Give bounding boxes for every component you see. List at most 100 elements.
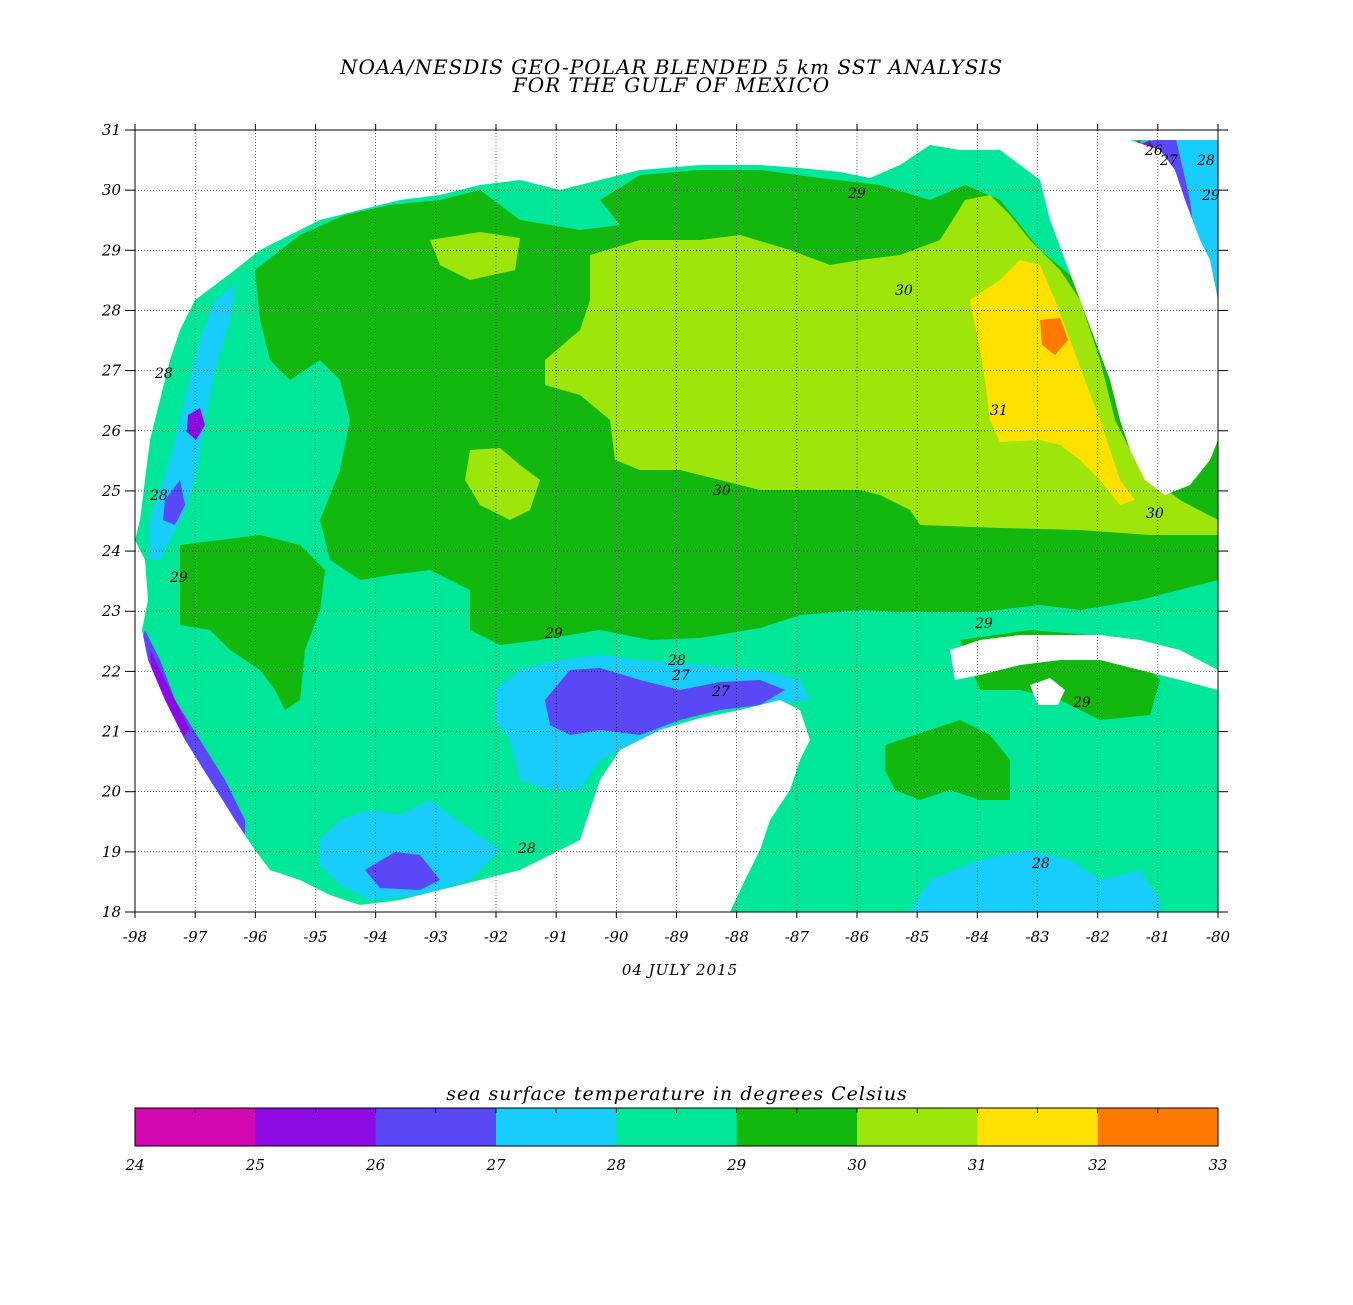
lon-tick-label: -92	[484, 928, 508, 946]
colorbar-label: 32	[1088, 1156, 1107, 1174]
lat-tick-label: 30	[102, 181, 122, 199]
map-title: NOAA/NESDIS GEO-POLAR BLENDED 5 km SST A…	[0, 55, 1343, 97]
lat-tick-label: 24	[101, 542, 121, 560]
lon-tick-label: -85	[905, 928, 929, 946]
sst-band-31-32	[970, 260, 1135, 505]
lon-tick-label: -80	[1206, 928, 1231, 946]
colorbar-labels: 24 25 26 27 28 29 30 31 32 33	[124, 1156, 1227, 1174]
sst-blob-west-29-30	[180, 535, 325, 710]
contour-label: 28	[667, 653, 686, 669]
colorbar-swatch	[1097, 1108, 1219, 1146]
contour-label: 29	[169, 570, 188, 586]
sst-patch-32-33	[1040, 318, 1068, 355]
contour-label: 29	[1201, 188, 1220, 204]
sst-band-30-31	[545, 195, 1218, 535]
lat-tick-label: 21	[101, 723, 121, 741]
colorbar-label: 26	[365, 1156, 386, 1174]
lon-tick-label: -94	[364, 928, 388, 946]
colorbar-label: 31	[968, 1156, 987, 1174]
contour-label: 30	[1146, 506, 1164, 522]
longitude-labels: -98 -97 -96 -95 -94 -93 -92 -91 -90 -89 -88 -87 -86 -…	[123, 928, 1231, 946]
title-line-2: FOR THE GULF OF MEXICO	[512, 73, 831, 97]
colorbar	[134, 1107, 1219, 1147]
colorbar-swatch	[255, 1108, 377, 1146]
lon-tick-label: -81	[1146, 928, 1170, 946]
lat-tick-label: 20	[101, 783, 122, 801]
lat-tick-label: 18	[102, 903, 121, 921]
lon-tick-label: -93	[424, 928, 448, 946]
contour-label: 29	[544, 626, 563, 642]
colorbar-swatch	[736, 1108, 858, 1146]
colorbar-swatch	[977, 1108, 1099, 1146]
colorbar-swatch	[496, 1108, 617, 1146]
sst-band-27-28-caribbean	[910, 850, 1160, 912]
sst-band-25-26-texas	[187, 408, 205, 440]
lat-tick-label: 26	[101, 422, 122, 440]
contour-label: 29	[1072, 695, 1091, 711]
lon-tick-label: -98	[123, 928, 147, 946]
graticule	[135, 130, 1218, 912]
colorbar-swatch	[135, 1108, 256, 1146]
sst-band-25-26-west	[150, 650, 190, 740]
contour-label: 27	[671, 668, 690, 684]
contour-label: 28	[154, 366, 173, 382]
colorbar-swatch	[375, 1108, 497, 1146]
colorbar-label: 28	[606, 1156, 626, 1174]
colorbar-label: 29	[726, 1156, 747, 1174]
lon-tick-label: -86	[845, 928, 870, 946]
contour-label: 29	[974, 616, 993, 632]
lon-tick-label: -90	[604, 928, 629, 946]
contour-label: 28	[1196, 153, 1215, 169]
contour-label: 31	[990, 403, 1008, 419]
lon-tick-label: -89	[664, 928, 689, 946]
sst-band-26-27-texas	[163, 480, 185, 525]
contour-label: 28	[1031, 856, 1050, 872]
lat-tick-label: 31	[102, 121, 121, 139]
sst-patch-central-30-31	[465, 448, 540, 520]
contour-label: 30	[895, 283, 913, 299]
colorbar-label: 27	[485, 1156, 506, 1174]
colorbar-swatch	[616, 1108, 738, 1146]
sst-band-26-27-south	[365, 852, 440, 890]
land-florida-peninsula	[1000, 140, 1218, 495]
colorbar-label: 24	[124, 1156, 144, 1174]
lon-tick-label: -91	[544, 928, 568, 946]
latitude-labels: 31 30 29 28 27 26 25 24 23 22 21 20 19 18	[101, 121, 122, 921]
title-line-1: NOAA/NESDIS GEO-POLAR BLENDED 5 km SST A…	[339, 55, 1004, 79]
lat-tick-label: 28	[101, 301, 121, 319]
colorbar-title: sea surface temperature in degrees Celsi…	[446, 1083, 908, 1105]
colorbar-label: 33	[1208, 1156, 1227, 1174]
lon-tick-label: -95	[303, 928, 327, 946]
lon-tick-label: -88	[725, 928, 749, 946]
contour-label: 27	[711, 684, 730, 700]
lon-tick-label: -83	[1025, 928, 1049, 946]
lon-tick-label: -84	[965, 928, 989, 946]
colorbar-label: 30	[847, 1156, 867, 1174]
sst-band-27-28-south	[320, 800, 500, 900]
lat-tick-label: 23	[101, 602, 121, 620]
lat-tick-label: 25	[101, 482, 121, 500]
contour-label: 30	[713, 483, 731, 499]
axis-ticks	[125, 124, 1228, 918]
lat-tick-label: 27	[101, 362, 122, 380]
lat-tick-label: 22	[101, 662, 121, 680]
lat-tick-label: 29	[101, 241, 122, 259]
sst-patch-north-30-31	[430, 232, 520, 280]
colorbar-swatch	[857, 1108, 978, 1146]
lat-tick-label: 19	[102, 843, 122, 861]
land-cuba	[950, 635, 1218, 690]
contour-labels: 29 30 31 30 30 26 27 28 29 28 28 29 29 2…	[149, 143, 1220, 872]
contour-label: 29	[847, 186, 866, 202]
land-isle-of-youth	[1030, 678, 1065, 705]
contour-label: 28	[517, 841, 536, 857]
sst-band-26-27-campeche	[545, 668, 785, 735]
land-mexico-west	[135, 540, 810, 912]
contour-label: 28	[149, 488, 168, 504]
lon-tick-label: -97	[183, 928, 208, 946]
analysis-date: 04 JULY 2015	[622, 961, 738, 979]
land-north-coast	[135, 130, 1218, 540]
contour-label: 26	[1144, 143, 1163, 159]
sst-patch-yucatan-east-29-30	[885, 720, 1010, 800]
contour-label: 27	[1159, 153, 1178, 169]
